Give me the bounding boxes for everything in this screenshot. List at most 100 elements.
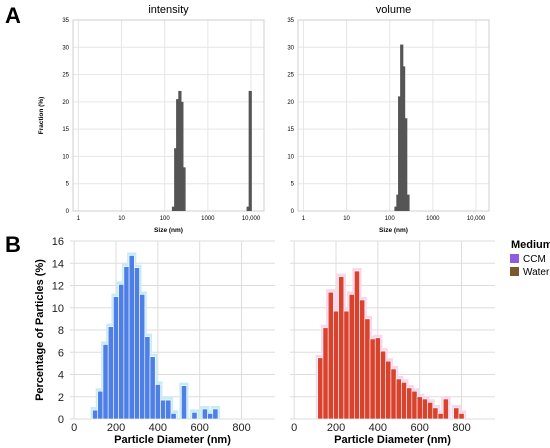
plot-frame <box>297 19 490 212</box>
bar <box>97 390 104 420</box>
x-tick-label: 600 <box>411 422 429 434</box>
y-tick-label: 2 <box>58 392 64 404</box>
x-tick-label: 0 <box>71 422 77 434</box>
legend-title: Medium <box>511 239 550 251</box>
y-tick-label: 30 <box>287 45 294 51</box>
y-tick-label: 8 <box>58 325 64 337</box>
bar <box>181 385 187 420</box>
bar <box>348 294 355 420</box>
x-tick-label: 400 <box>149 422 167 434</box>
x-tick-label: 400 <box>369 422 387 434</box>
bar <box>458 413 465 420</box>
x-tick-label: 10 <box>118 216 125 222</box>
y-axis-label: Fraction (%) <box>38 97 45 135</box>
bar <box>174 148 178 211</box>
legend-label-ccm: CCM <box>523 254 546 265</box>
bar <box>374 337 381 420</box>
bar <box>144 336 151 420</box>
x-tick-label: 1000 <box>201 216 215 222</box>
x-tick-label: 800 <box>452 422 470 434</box>
bar <box>442 398 449 420</box>
bar <box>385 360 392 420</box>
y-tick-label: 0 <box>66 209 70 215</box>
bar <box>437 413 444 420</box>
bar <box>432 407 439 420</box>
y-tick-label: 12 <box>52 281 64 293</box>
bar <box>139 294 146 420</box>
bar <box>180 101 184 211</box>
bar <box>422 398 428 420</box>
bar <box>182 167 186 211</box>
bar <box>160 399 167 420</box>
bar <box>176 99 180 211</box>
bar <box>404 118 408 211</box>
bar <box>171 206 176 211</box>
bar <box>327 291 334 420</box>
bar <box>453 407 460 420</box>
x-tick-label: 200 <box>107 422 125 434</box>
y-tick-label: 20 <box>62 100 69 106</box>
x-tick-label: 100 <box>385 216 396 222</box>
bar <box>402 66 406 211</box>
x-tick-label: 200 <box>327 422 345 434</box>
y-tick-label: 30 <box>62 45 69 51</box>
legend-swatch-ccm <box>510 254 519 263</box>
bar <box>390 368 397 420</box>
bar <box>202 408 208 420</box>
bar <box>123 266 130 420</box>
bar <box>364 318 371 420</box>
bar <box>118 284 125 420</box>
x-axis-label: Particle Diameter (nm) <box>334 434 451 446</box>
bar <box>396 194 400 211</box>
plot-frame <box>72 19 265 212</box>
chart-a1: intensity 0 5 10 15 20 25 30 35 1 10 100 1000 10,000 S… <box>38 4 265 234</box>
bar <box>317 357 324 420</box>
y-axis-label: Percentage of Particles (%) <box>34 259 46 401</box>
x-tick-label: 1 <box>77 216 81 222</box>
y-tick-label: 16 <box>52 236 64 248</box>
bar <box>406 387 413 420</box>
bar <box>416 396 423 420</box>
y-tick-label: 14 <box>52 258 64 270</box>
bar <box>248 90 252 211</box>
bar <box>354 270 360 420</box>
bar <box>411 390 418 420</box>
legend-swatch-water <box>510 267 519 276</box>
bar <box>333 310 339 420</box>
y-tick-label: 4 <box>58 370 64 382</box>
y-tick-label: 20 <box>287 100 294 106</box>
bar <box>380 350 387 420</box>
bar <box>406 194 410 211</box>
bar <box>134 267 140 420</box>
x-axis-label: Particle Diameter (nm) <box>114 434 231 446</box>
x-tick-label: 1 <box>302 216 306 222</box>
x-tick-label: 600 <box>191 422 209 434</box>
panel-label-a: A <box>5 3 21 28</box>
y-tick-label: 10 <box>287 154 294 160</box>
x-tick-label: 1000 <box>426 216 440 222</box>
bar <box>394 206 398 211</box>
y-tick-label: 6 <box>58 347 64 359</box>
bar <box>322 327 329 420</box>
bar <box>191 412 198 420</box>
x-tick-label: 100 <box>160 216 171 222</box>
x-axis-label: Size (nm) <box>154 227 183 234</box>
y-tick-label: 10 <box>62 154 69 160</box>
bar <box>338 276 345 420</box>
bar <box>154 384 161 420</box>
bar <box>427 402 434 420</box>
y-tick-label: 5 <box>66 182 70 188</box>
y-tick-label: 15 <box>62 127 69 133</box>
y-tick-label: 0 <box>58 414 64 426</box>
y-tick-label: 35 <box>62 18 69 24</box>
legend-label-water: Water <box>523 267 550 278</box>
bar <box>178 90 182 211</box>
y-tick-label: 15 <box>287 127 294 133</box>
y-tick-label: 5 <box>291 182 295 188</box>
bar <box>246 206 250 211</box>
y-tick-label: 25 <box>62 73 69 79</box>
